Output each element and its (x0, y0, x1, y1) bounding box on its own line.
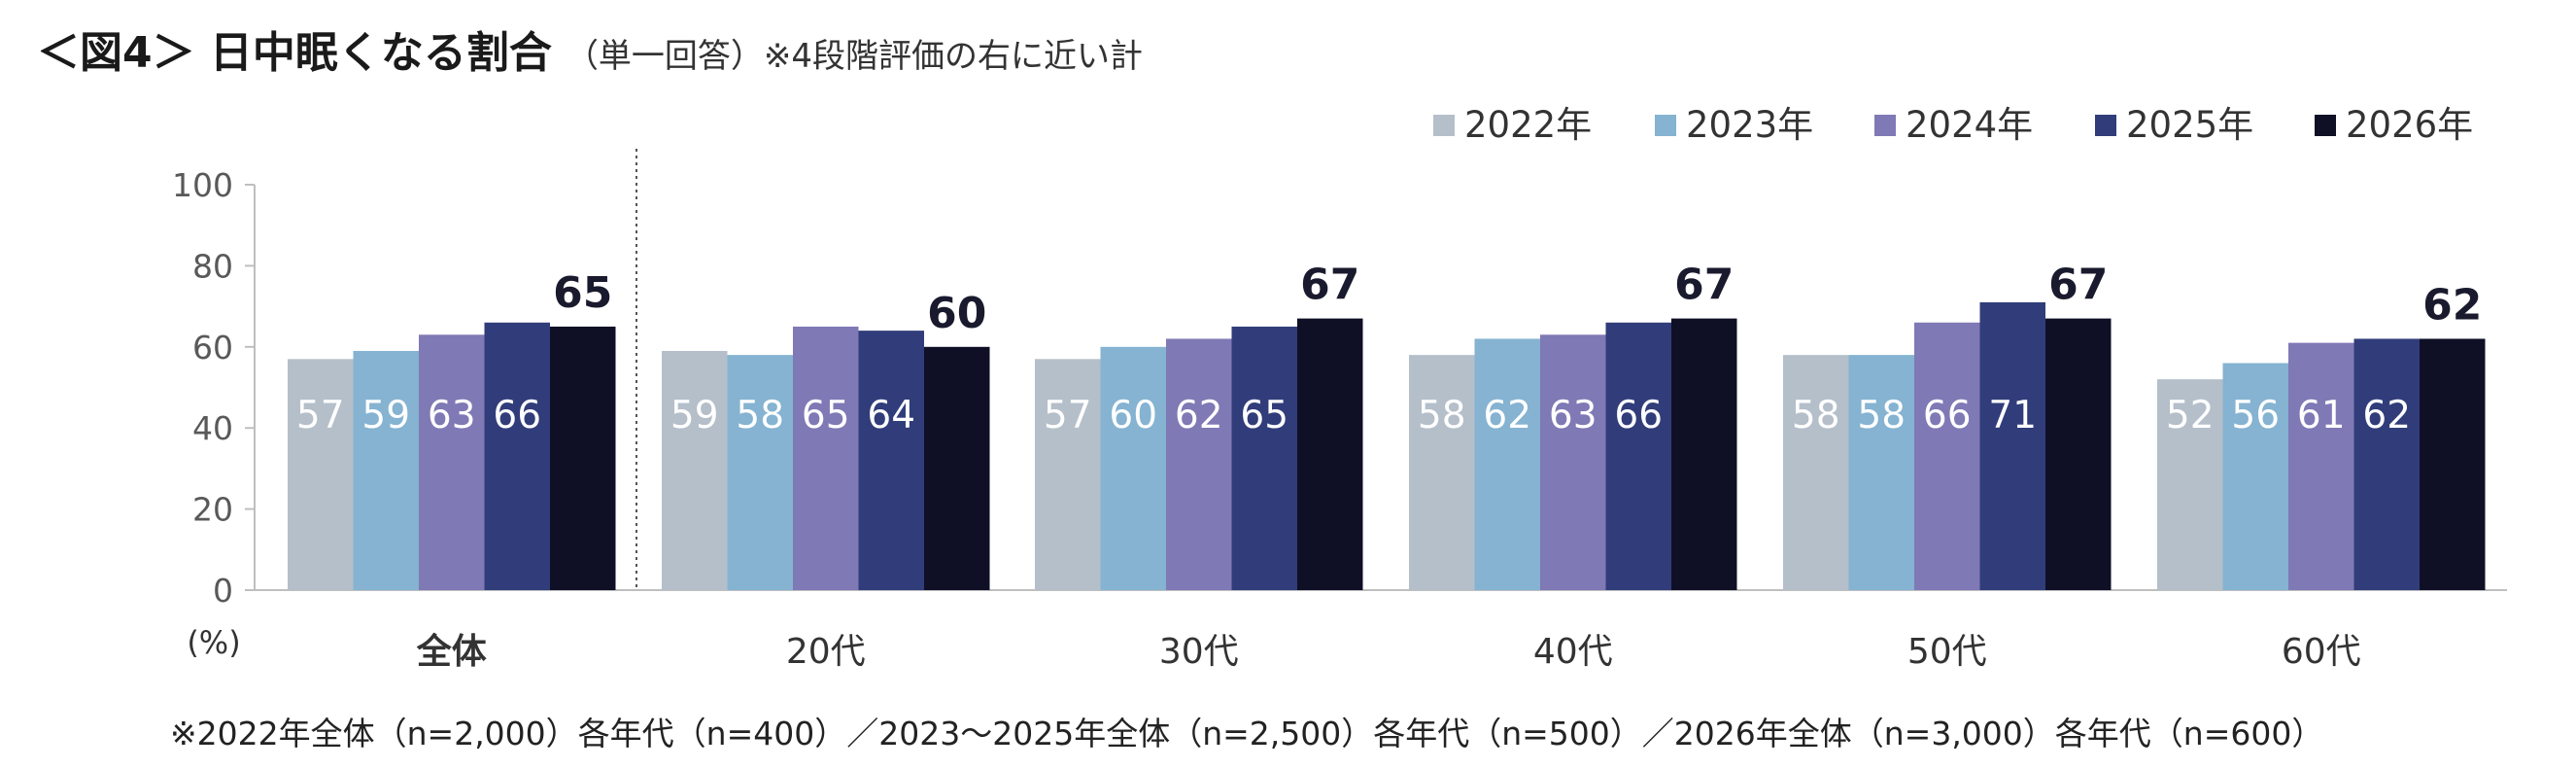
data-label: 63 (1549, 394, 1597, 437)
data-label: 66 (1923, 394, 1972, 437)
y-tick-label: 60 (192, 329, 233, 367)
bar (288, 359, 354, 590)
y-tick-label: 40 (192, 409, 233, 447)
data-label: 61 (2297, 394, 2346, 437)
legend-label: 2023年 (1686, 104, 1813, 146)
legend-swatch (2095, 115, 2116, 136)
chart-title-row: ＜図4＞ 日中眠くなる割合 （単一回答）※4段階評価の右に近い計 (37, 17, 1143, 80)
data-label: 66 (1614, 394, 1663, 437)
bar (550, 326, 616, 590)
data-label-highlight: 67 (1300, 261, 1359, 310)
data-label: 64 (867, 394, 915, 437)
data-label: 58 (736, 394, 784, 437)
legend-label: 2024年 (1906, 104, 2033, 146)
legend-label: 2022年 (1464, 104, 1592, 146)
bar (1848, 355, 1914, 590)
bar (2288, 342, 2354, 590)
y-tick-label: 0 (213, 572, 233, 610)
data-label-highlight: 67 (1674, 261, 1734, 310)
bar (1166, 338, 1232, 590)
data-label: 58 (1418, 394, 1466, 437)
bar (1914, 322, 1980, 590)
bar (1979, 301, 2045, 590)
bar (1035, 359, 1101, 590)
bar (727, 355, 793, 590)
data-label: 66 (493, 394, 541, 437)
data-label: 57 (296, 394, 345, 437)
bar (2353, 338, 2420, 590)
bar (1783, 355, 1849, 590)
x-tick-label: 60代 (2282, 632, 2361, 672)
bar (924, 346, 990, 590)
bar (858, 331, 924, 590)
data-label: 59 (670, 394, 719, 437)
data-label: 62 (2362, 394, 2411, 437)
y-tick-label: 100 (172, 166, 233, 204)
data-label: 62 (1483, 394, 1531, 437)
data-label: 58 (1792, 394, 1840, 437)
bar (2045, 318, 2112, 590)
data-label: 65 (1240, 394, 1288, 437)
bar-chart: 0 20 40 60 80 100 (%) 57 59 63 66 65 全体 59 58 65 64 60 20代… (172, 104, 2507, 672)
legend-label: 2026年 (2346, 104, 2473, 146)
legend-swatch (1433, 115, 1455, 136)
bar (1540, 334, 1606, 590)
bar (1100, 346, 1166, 590)
legend-swatch (1655, 115, 1676, 136)
data-label-highlight: 65 (553, 268, 612, 318)
data-label: 71 (1988, 394, 2037, 437)
bar (1297, 318, 1363, 590)
data-label: 65 (802, 394, 850, 437)
x-tick-label: 40代 (1533, 632, 1613, 672)
y-tick-label: 80 (192, 247, 233, 285)
bar (1671, 318, 1737, 590)
bar (419, 334, 485, 590)
bar (484, 322, 550, 590)
chart-title: ＜図4＞ 日中眠くなる割合 (37, 28, 552, 78)
legend-label: 2025年 (2126, 104, 2253, 146)
data-label: 56 (2231, 394, 2280, 437)
data-label-highlight: 67 (2048, 261, 2108, 310)
y-tick-label: 20 (192, 491, 233, 529)
x-tick-label: 全体 (416, 631, 487, 672)
chart-subtitle: （単一回答）※4段階評価の右に近い計 (565, 37, 1144, 76)
data-label: 62 (1175, 394, 1223, 437)
bar (1409, 355, 1475, 590)
x-tick-label: 30代 (1159, 632, 1239, 672)
bar (2157, 379, 2223, 590)
bar (2420, 338, 2486, 590)
data-label-highlight: 60 (927, 289, 986, 338)
data-label: 63 (428, 394, 476, 437)
legend-swatch (2315, 115, 2336, 136)
x-tick-label: 20代 (786, 632, 866, 672)
bar (1231, 326, 1297, 590)
bar (1474, 338, 1540, 590)
bar (353, 350, 419, 590)
data-label: 60 (1109, 394, 1157, 437)
bar (662, 350, 728, 590)
data-label: 59 (361, 394, 410, 437)
data-label: 52 (2166, 394, 2215, 437)
legend-swatch (1874, 115, 1896, 136)
x-tick-label: 50代 (1907, 632, 1987, 672)
y-axis-label: (%) (187, 624, 240, 661)
data-label: 58 (1857, 394, 1906, 437)
bar (1605, 322, 1671, 590)
data-label-highlight: 62 (2422, 280, 2482, 330)
data-label: 57 (1044, 394, 1092, 437)
sample-size-footnote: ※2022年全体（n=2,000）各年代（n=400）／2023～2025年全体… (170, 715, 2324, 752)
bar (2222, 363, 2288, 590)
bar (793, 326, 859, 590)
